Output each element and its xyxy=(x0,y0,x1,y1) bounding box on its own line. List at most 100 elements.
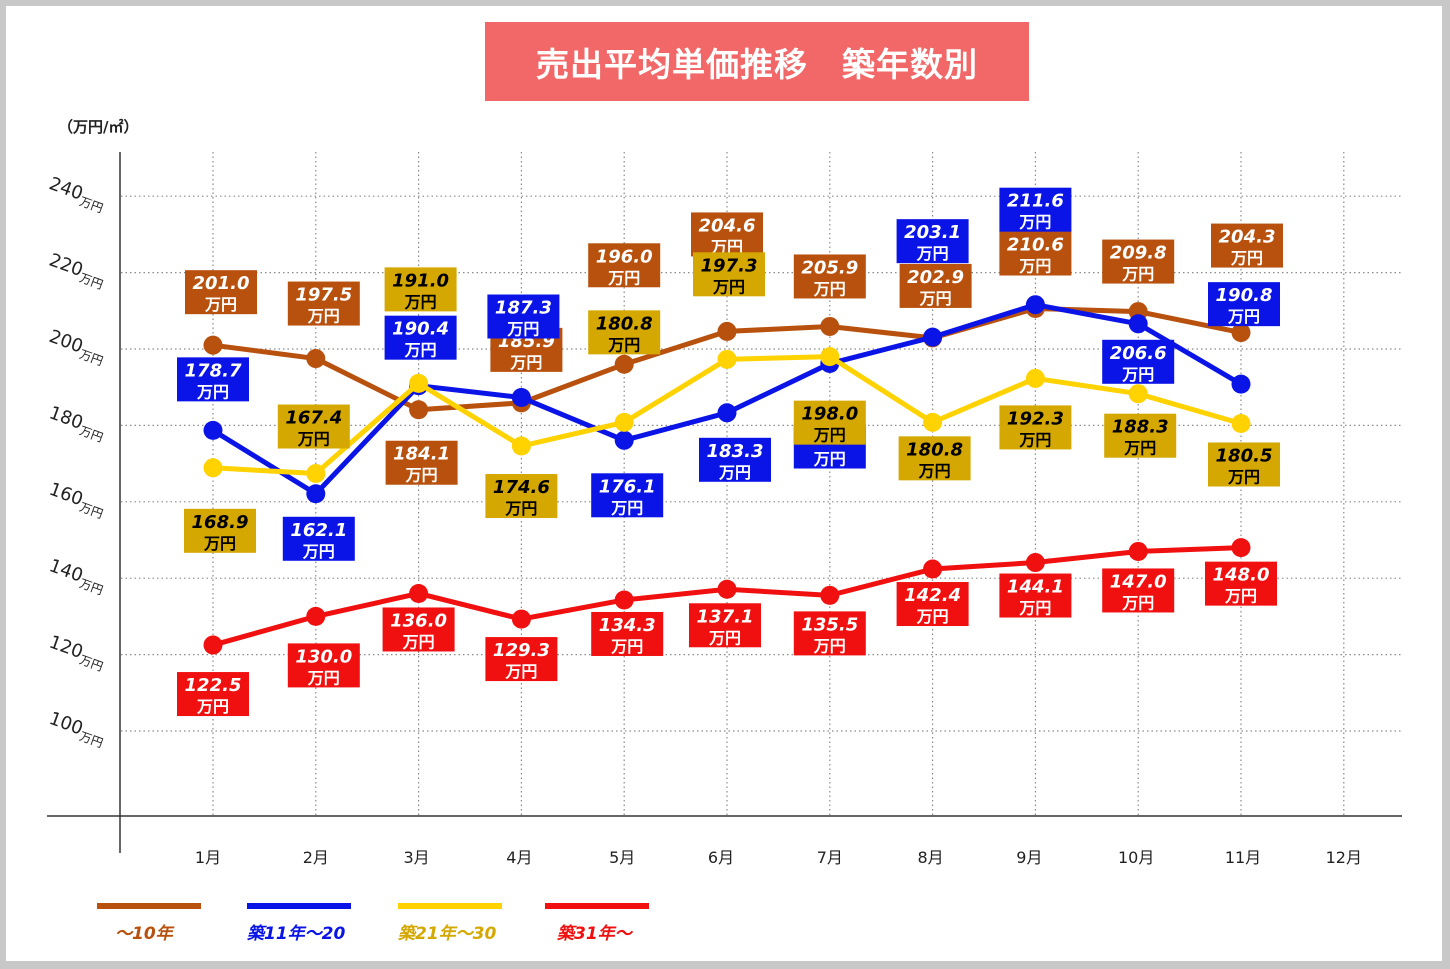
data-label-box xyxy=(793,611,866,656)
data-label-unit: 万円 xyxy=(919,289,952,308)
data-point xyxy=(1231,413,1251,433)
data-point xyxy=(203,635,223,655)
x-tick-label: 11月 xyxy=(1225,848,1261,867)
data-point xyxy=(717,403,737,423)
data-label-unit: 万円 xyxy=(402,632,435,651)
legend-item-1: 築11年～20 xyxy=(247,903,377,944)
data-label-box xyxy=(487,294,560,339)
data-label-unit: 万円 xyxy=(712,277,745,296)
data-label-unit: 万円 xyxy=(916,244,949,263)
data-label-value: 122.5 xyxy=(185,675,242,696)
data-label-box xyxy=(177,672,249,717)
data-label-unit: 万円 xyxy=(1018,213,1051,232)
data-label-value: 142.4 xyxy=(904,585,961,606)
data-label-value: 180.8 xyxy=(596,313,653,334)
data-label-unit: 万円 xyxy=(918,461,951,480)
legend-swatch-2 xyxy=(398,903,502,909)
data-label-value: 204.6 xyxy=(699,215,756,236)
data-label-value: 184.1 xyxy=(393,444,450,465)
data-label-box xyxy=(896,219,969,264)
data-point xyxy=(923,559,943,579)
data-point xyxy=(511,609,531,629)
data-label-value: 190.4 xyxy=(392,319,449,340)
data-point xyxy=(306,349,326,369)
data-label-unit: 万円 xyxy=(203,534,236,553)
data-label-unit: 万円 xyxy=(710,237,743,256)
chart-title-box: 売出平均単価推移 築年数別 xyxy=(485,22,1029,101)
data-label-box xyxy=(693,252,765,297)
legend-swatch-0 xyxy=(97,903,201,909)
data-label-box xyxy=(184,508,256,553)
data-label-unit: 万円 xyxy=(1121,365,1154,384)
data-label-box xyxy=(1102,339,1175,384)
data-label-value: 202.9 xyxy=(907,267,964,288)
data-label-unit: 万円 xyxy=(405,466,438,485)
data-label-unit: 万円 xyxy=(1227,467,1260,486)
data-label-box xyxy=(699,437,771,482)
data-label-box xyxy=(485,474,558,519)
x-tick-label: 5月 xyxy=(609,848,635,867)
x-tick-label: 9月 xyxy=(1016,848,1042,867)
data-label-unit: 万円 xyxy=(607,335,640,354)
legend-swatch-3 xyxy=(545,903,649,909)
data-label-unit: 万円 xyxy=(506,320,539,339)
data-label-unit: 万円 xyxy=(813,426,846,445)
x-tick-label: 8月 xyxy=(918,848,944,867)
data-point xyxy=(1128,541,1148,561)
legend-item-0: ～10年 xyxy=(97,903,227,944)
data-label-unit: 万円 xyxy=(1018,430,1051,449)
x-tick-label: 4月 xyxy=(506,848,532,867)
data-label-box xyxy=(999,187,1072,232)
data-point xyxy=(1231,323,1251,343)
data-label-value: 209.8 xyxy=(1110,243,1167,264)
data-label-box xyxy=(793,254,866,299)
y-tick-label: 200万円 xyxy=(45,326,108,369)
data-label-box xyxy=(588,243,661,288)
chart-title: 売出平均単価推移 築年数別 xyxy=(536,44,978,84)
x-tick-label: 1月 xyxy=(195,848,221,867)
data-label-unit: 万円 xyxy=(1018,599,1051,618)
data-label-box xyxy=(282,516,355,561)
data-point xyxy=(203,458,223,478)
data-label-unit: 万円 xyxy=(404,292,437,311)
legend-swatch-1 xyxy=(247,903,351,909)
data-label-value: 168.9 xyxy=(192,512,249,533)
data-point xyxy=(923,327,943,347)
data-point xyxy=(1231,538,1251,558)
data-label-value: 188.3 xyxy=(1112,417,1169,438)
data-label-box xyxy=(691,212,763,257)
data-label-box xyxy=(1211,223,1283,268)
y-tick-label: 180万円 xyxy=(45,402,108,445)
data-label-value: 197.3 xyxy=(701,255,758,276)
data-label-value: 187.3 xyxy=(495,298,552,319)
data-label-unit: 万円 xyxy=(1018,257,1051,276)
data-label-box xyxy=(287,281,360,326)
data-label-value: 130.0 xyxy=(295,646,352,667)
data-label-box xyxy=(896,582,969,627)
data-label-value: 137.1 xyxy=(697,606,754,627)
data-label-value: 204.3 xyxy=(1219,227,1276,248)
data-point xyxy=(717,321,737,341)
data-point xyxy=(306,606,326,626)
data-label-value: 205.9 xyxy=(801,257,858,278)
legend-label-2: 築21年～30 xyxy=(398,924,497,944)
data-label-unit: 万円 xyxy=(1224,587,1257,606)
data-label-unit: 万円 xyxy=(813,450,846,469)
data-label-value: 147.0 xyxy=(1110,571,1167,592)
data-label-value: 162.1 xyxy=(290,520,347,541)
data-label-unit: 万円 xyxy=(307,307,340,326)
data-label-value: 180.8 xyxy=(906,439,963,460)
data-label-value: 198.0 xyxy=(801,404,858,425)
data-label-unit: 万円 xyxy=(916,607,949,626)
data-label-value: 210.6 xyxy=(1007,235,1064,256)
data-label-value: 129.3 xyxy=(493,640,550,661)
data-label-box xyxy=(999,231,1072,276)
data-point xyxy=(614,590,634,610)
data-point xyxy=(203,420,223,440)
data-point xyxy=(820,347,840,367)
data-label-unit: 万円 xyxy=(1123,439,1156,458)
data-label-box xyxy=(1208,442,1280,487)
data-label-box xyxy=(384,267,457,312)
legend-label-0: ～10年 xyxy=(115,924,173,944)
data-label-value: 191.0 xyxy=(392,270,449,291)
